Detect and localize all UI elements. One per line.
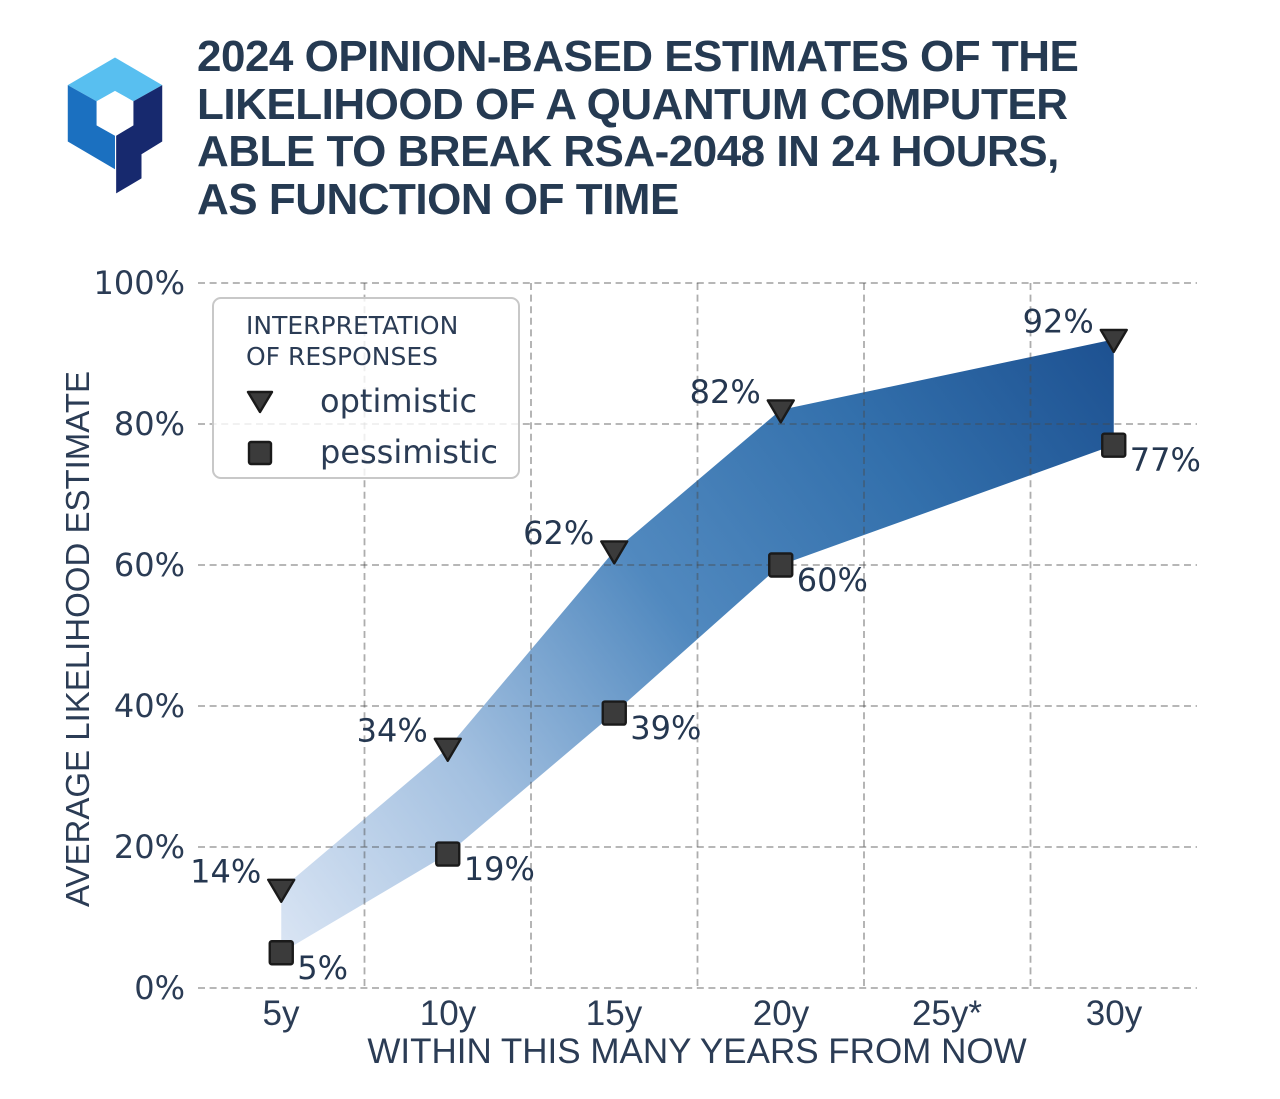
- x-tick-label: 30y: [1085, 994, 1143, 1033]
- legend-triangle-shape: [246, 390, 274, 414]
- x-tick-label: 5y: [262, 994, 300, 1033]
- triangle-down-marker-optimistic: [766, 399, 795, 424]
- x-tick-label: 10y: [419, 994, 477, 1033]
- logo-top-face: [67, 57, 163, 102]
- point-label-optimistic: 62%: [523, 514, 594, 552]
- legend-square-shape: [247, 440, 273, 466]
- triangle-down-marker-optimistic: [1099, 328, 1128, 354]
- x-tick-label: 15y: [585, 994, 643, 1033]
- square-marker-pessimistic: [435, 841, 461, 867]
- y-tick-label: 100%: [93, 264, 185, 302]
- logo-left-face: [67, 85, 115, 170]
- y-axis-title: AVERAGE LIKELIHOOD ESTIMATE: [59, 370, 96, 908]
- x-axis-title: WITHIN THIS MANY YEARS FROM NOW: [367, 1032, 1027, 1071]
- likelihood-range-band: [281, 339, 1114, 953]
- point-label-pessimistic: 19%: [464, 850, 535, 888]
- point-label-optimistic: 34%: [357, 711, 428, 749]
- point-label-optimistic: 14%: [190, 852, 261, 890]
- logo-right-face: [116, 85, 163, 194]
- square-icon: [247, 440, 273, 466]
- title-line: ABLE TO BREAK RSA-2048 IN 24 HOURS,: [197, 127, 1059, 176]
- square-marker-pessimistic: [268, 940, 294, 966]
- title-line: 2024 OPINION-BASED ESTIMATES OF THE: [197, 32, 1079, 81]
- triangle-down-icon: [246, 390, 274, 414]
- y-tick-label: 60%: [113, 546, 185, 584]
- point-label-optimistic: 82%: [690, 373, 761, 411]
- y-tick-label: 0%: [134, 969, 185, 1007]
- legend-item-pessimistic: pessimistic: [320, 433, 498, 471]
- title-line: LIKELIHOOD OF A QUANTUM COMPUTER: [197, 79, 1068, 129]
- point-label-pessimistic: 60%: [797, 561, 868, 599]
- point-label-pessimistic: 39%: [630, 709, 701, 747]
- legend-title: INTERPRETATION OF RESPONSES: [246, 310, 458, 372]
- legend-item-optimistic: optimistic: [320, 382, 478, 420]
- triangle-down-marker-optimistic: [600, 540, 629, 565]
- legend-title-line: INTERPRETATION: [246, 311, 459, 340]
- square-marker-pessimistic: [1101, 432, 1127, 458]
- square-marker-pessimistic: [768, 552, 794, 578]
- y-tick-label: 40%: [113, 687, 185, 725]
- legend-title-line: OF RESPONSES: [246, 342, 439, 371]
- page-title: 2024 OPINION-BASED ESTIMATES OF THE LIKE…: [197, 33, 1197, 223]
- triangle-down-marker-optimistic: [433, 737, 462, 762]
- point-label-pessimistic: 77%: [1130, 441, 1201, 479]
- y-tick-label: 80%: [113, 405, 185, 443]
- triangle-down-marker-optimistic: [267, 878, 296, 903]
- square-marker-pessimistic: [601, 700, 627, 726]
- x-tick-label: 25y*: [911, 994, 983, 1033]
- point-label-pessimistic: 5%: [297, 949, 348, 987]
- x-tick-label: 20y: [752, 994, 810, 1033]
- legend: INTERPRETATION OF RESPONSES optimistic p…: [212, 297, 520, 479]
- point-label-optimistic: 92%: [1023, 302, 1094, 340]
- title-line: AS FUNCTION OF TIME: [197, 174, 679, 224]
- hexagon-q-logo: [67, 57, 163, 194]
- y-tick-label: 20%: [113, 828, 185, 866]
